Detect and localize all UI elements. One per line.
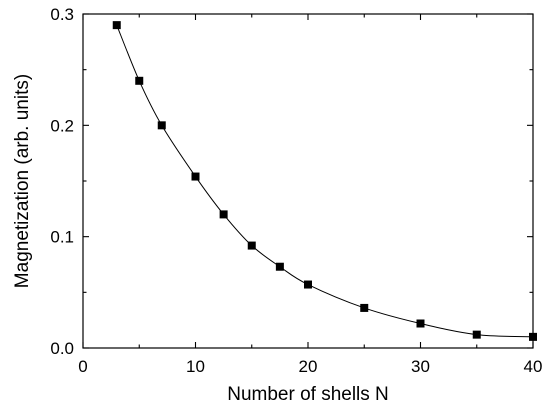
plot-border — [82, 13, 534, 349]
y-tick-label: 0.2 — [50, 116, 74, 135]
x-axis-ticks: 0 10 20 30 40 — [78, 14, 542, 376]
y-tick-label: 0.1 — [50, 228, 74, 247]
y-tick-label: 0.3 — [50, 5, 74, 24]
data-point — [191, 172, 200, 181]
data-point — [157, 121, 166, 130]
x-tick-label: 40 — [524, 357, 543, 376]
data-point — [360, 303, 369, 312]
x-axis-title: Number of shells N — [227, 384, 389, 405]
x-tick-label: 30 — [411, 357, 430, 376]
y-axis-ticks: 0.0 0.1 0.2 0.3 — [50, 5, 533, 358]
data-point — [472, 330, 481, 339]
data-point — [416, 319, 425, 328]
y-tick-label: 0.0 — [50, 339, 74, 358]
x-tick-label: 0 — [78, 357, 87, 376]
x-tick-label: 10 — [186, 357, 205, 376]
series-line — [116, 24, 534, 338]
data-point — [135, 76, 144, 85]
data-point — [275, 262, 284, 271]
x-tick-label: 20 — [299, 357, 318, 376]
plot-frame — [82, 13, 534, 349]
series-layer — [112, 21, 537, 341]
y-axis-title: Magnetization (arb. units) — [12, 74, 33, 288]
data-point — [219, 210, 228, 219]
data-point — [529, 332, 537, 341]
data-point — [247, 241, 256, 250]
data-point — [304, 280, 312, 289]
data-point — [112, 21, 121, 30]
